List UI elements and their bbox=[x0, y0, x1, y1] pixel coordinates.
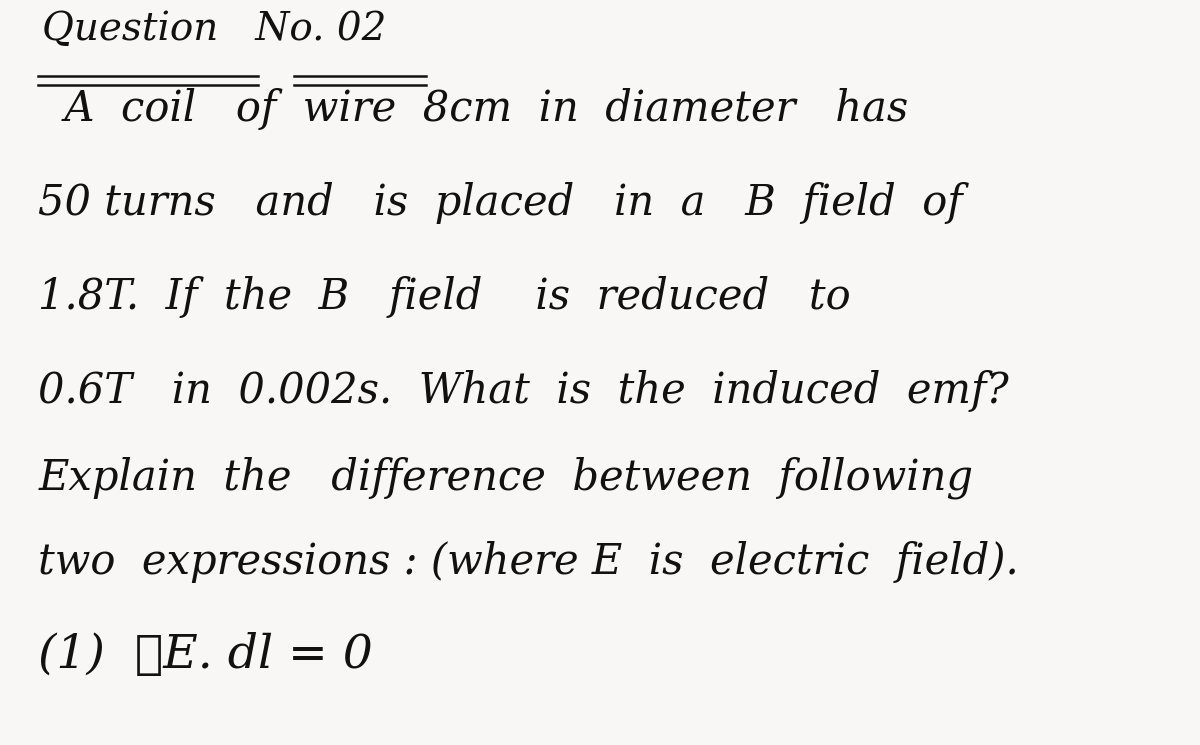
Text: 0.6T   in  0.002s.  What  is  the  induced  emf?: 0.6T in 0.002s. What is the induced emf? bbox=[38, 370, 1009, 412]
Text: A  coil   of  wire  8cm  in  diameter   has: A coil of wire 8cm in diameter has bbox=[38, 89, 908, 130]
Text: (1)  ∮E. dl = 0: (1) ∮E. dl = 0 bbox=[38, 633, 373, 678]
Text: 1.8T.  If  the  B   field    is  reduced   to: 1.8T. If the B field is reduced to bbox=[38, 276, 851, 318]
Text: Question   No. 02: Question No. 02 bbox=[42, 11, 386, 48]
Text: 50 turns   and   is  placed   in  a   B  field  of: 50 turns and is placed in a B field of bbox=[38, 182, 964, 224]
Text: two  expressions : (where E  is  electric  field).: two expressions : (where E is electric f… bbox=[38, 542, 1019, 583]
Text: Explain  the   difference  between  following: Explain the difference between following bbox=[38, 457, 973, 499]
